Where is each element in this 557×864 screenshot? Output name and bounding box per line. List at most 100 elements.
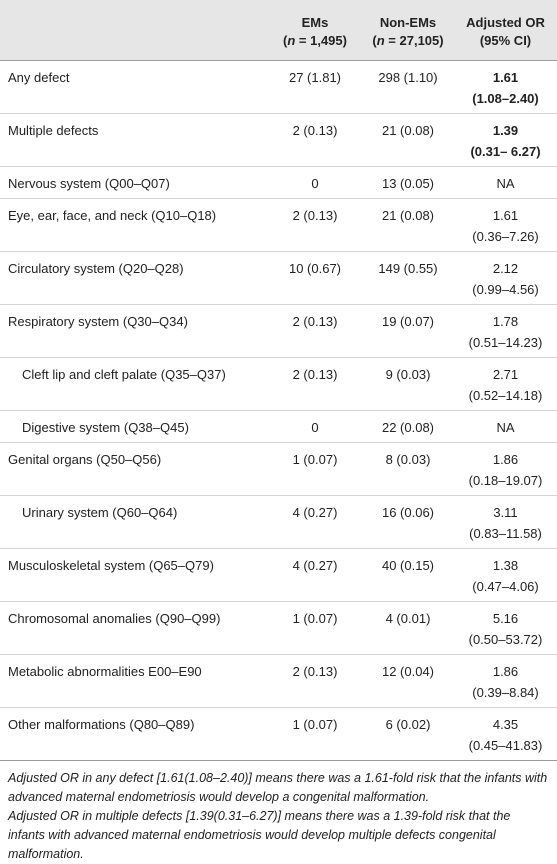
or-cell: NA (454, 410, 557, 443)
or-value: NA (496, 176, 515, 191)
header-cell: EMs (n = 1,495) (268, 0, 362, 61)
or-ci: (1.08–2.40) (472, 91, 539, 106)
row-label: Cleft lip and cleft palate (Q35–Q37) (0, 357, 268, 411)
ems-cell: 10 (0.67) (268, 251, 362, 305)
non-ems-cell: 4 (0.01) (362, 601, 454, 655)
row-label: Metabolic abnormalities E00–E90 (0, 654, 268, 708)
non-ems-cell: 21 (0.08) (362, 113, 454, 167)
non-ems-cell: 19 (0.07) (362, 304, 454, 358)
or-value: 2.12 (492, 261, 519, 276)
table-row: Any defect 27 (1.81) 298 (1.10) 1.61 (1.08–2… (0, 60, 557, 114)
ems-cell: 27 (1.81) (268, 60, 362, 114)
or-value: NA (496, 420, 515, 435)
ems-cell: 1 (0.07) (268, 601, 362, 655)
table-row: Chromosomal anomalies (Q90–Q99) 1 (0.07) 4… (0, 601, 557, 655)
ems-cell: 2 (0.13) (268, 654, 362, 708)
or-cell: NA (454, 166, 557, 199)
or-ci: (0.51–14.23) (468, 335, 543, 350)
or-value: 1.86 (492, 452, 519, 467)
table-row: Circulatory system (Q20–Q28) 10 (0.67) 149… (0, 251, 557, 305)
row-label: Musculoskeletal system (Q65–Q79) (0, 548, 268, 602)
table-row: Other malformations (Q80–Q89) 1 (0.07) 6 (… (0, 707, 557, 761)
or-ci: (0.39–8.84) (472, 685, 539, 700)
or-ci: (0.50–53.72) (468, 632, 543, 647)
table-row: Digestive system (Q38–Q45) 0 22 (0.08) NA (0, 410, 557, 443)
or-ci: (0.45–41.83) (468, 738, 543, 753)
table-row: Musculoskeletal system (Q65–Q79) 4 (0.27)… (0, 548, 557, 602)
footnote: Adjusted OR in any defect [1.61(1.08–2.4… (0, 761, 557, 864)
or-value: 1.86 (492, 664, 519, 679)
or-ci: (0.83–11.58) (469, 526, 542, 541)
ems-cell: 2 (0.13) (268, 198, 362, 252)
table-row: Multiple defects 2 (0.13) 21 (0.08) 1.39 (0.… (0, 113, 557, 167)
header-count-part: n (287, 33, 296, 48)
footnote-text: Adjusted OR in multiple defects [1.39(0.… (8, 809, 511, 861)
row-label: Multiple defects (0, 113, 268, 167)
or-cell: 1.86 (0.39–8.84) (454, 654, 557, 708)
non-ems-cell: 298 (1.10) (362, 60, 454, 114)
or-cell: 4.35 (0.45–41.83) (454, 707, 557, 761)
header-count-part: (95% CI) (479, 33, 532, 48)
header-title: EMs (301, 15, 329, 30)
or-cell: 5.16 (0.50–53.72) (454, 601, 557, 655)
header-count: (95% CI) (458, 32, 553, 50)
or-value: 1.78 (492, 314, 519, 329)
table-row: Respiratory system (Q30–Q34) 2 (0.13) 19 (… (0, 304, 557, 358)
or-ci: (0.99–4.56) (472, 282, 539, 297)
or-value: 2.71 (492, 367, 519, 382)
ems-cell: 4 (0.27) (268, 548, 362, 602)
or-ci: (0.31– 6.27) (470, 144, 541, 159)
header-count-part: n (376, 33, 385, 48)
non-ems-cell: 22 (0.08) (362, 410, 454, 443)
row-label: Genital organs (Q50–Q56) (0, 442, 268, 496)
row-label: Respiratory system (Q30–Q34) (0, 304, 268, 358)
header-title: Non-EMs (379, 15, 437, 30)
header-row: EMs (n = 1,495) Non-EMs (n = 27,105) Adjuste… (0, 0, 557, 61)
header-cell: Adjusted OR (95% CI) (454, 0, 557, 61)
row-label: Other malformations (Q80–Q89) (0, 707, 268, 761)
ems-cell: 2 (0.13) (268, 304, 362, 358)
ems-cell: 2 (0.13) (268, 357, 362, 411)
table-row: Metabolic abnormalities E00–E90 2 (0.13) 1… (0, 654, 557, 708)
or-cell: 1.61 (1.08–2.40) (454, 60, 557, 114)
or-cell: 1.38 (0.47–4.06) (454, 548, 557, 602)
row-label: Nervous system (Q00–Q07) (0, 166, 268, 199)
ems-cell: 2 (0.13) (268, 113, 362, 167)
or-cell: 2.12 (0.99–4.56) (454, 251, 557, 305)
header-count-part: = 1,495) (295, 33, 347, 48)
or-value: 1.61 (492, 208, 519, 223)
row-label: Chromosomal anomalies (Q90–Q99) (0, 601, 268, 655)
or-cell: 1.86 (0.18–19.07) (454, 442, 557, 496)
row-label: Eye, ear, face, and neck (Q10–Q18) (0, 198, 268, 252)
ems-cell: 1 (0.07) (268, 707, 362, 761)
or-ci: (0.36–7.26) (472, 229, 539, 244)
non-ems-cell: 149 (0.55) (362, 251, 454, 305)
or-value: 5.16 (492, 611, 519, 626)
or-cell: 1.39 (0.31– 6.27) (454, 113, 557, 167)
non-ems-cell: 13 (0.05) (362, 166, 454, 199)
non-ems-cell: 9 (0.03) (362, 357, 454, 411)
or-cell: 1.61 (0.36–7.26) (454, 198, 557, 252)
table-row: Nervous system (Q00–Q07) 0 13 (0.05) NA (0, 166, 557, 199)
non-ems-cell: 21 (0.08) (362, 198, 454, 252)
row-label: Urinary system (Q60–Q64) (0, 495, 268, 549)
or-value: 1.38 (492, 558, 519, 573)
non-ems-cell: 16 (0.06) (362, 495, 454, 549)
header-cell (0, 0, 268, 61)
or-ci: (0.18–19.07) (468, 473, 543, 488)
ems-cell: 4 (0.27) (268, 495, 362, 549)
header-count-part: ( (372, 33, 377, 48)
or-value: 1.61 (492, 70, 519, 85)
footnote-text: Adjusted OR in any defect [1.61(1.08–2.4… (8, 771, 548, 804)
header-cell: Non-EMs (n = 27,105) (362, 0, 454, 61)
table-head: EMs (n = 1,495) Non-EMs (n = 27,105) Adjuste… (0, 0, 557, 61)
row-label: Any defect (0, 60, 268, 114)
ems-cell: 1 (0.07) (268, 442, 362, 496)
ems-cell: 0 (268, 166, 362, 199)
non-ems-cell: 40 (0.15) (362, 548, 454, 602)
table-body: Any defect 27 (1.81) 298 (1.10) 1.61 (1.08–2… (0, 60, 557, 761)
row-label: Digestive system (Q38–Q45) (0, 410, 268, 443)
header-count: (n = 27,105) (366, 32, 450, 50)
table-row: Urinary system (Q60–Q64) 4 (0.27) 16 (0.06… (0, 495, 557, 549)
